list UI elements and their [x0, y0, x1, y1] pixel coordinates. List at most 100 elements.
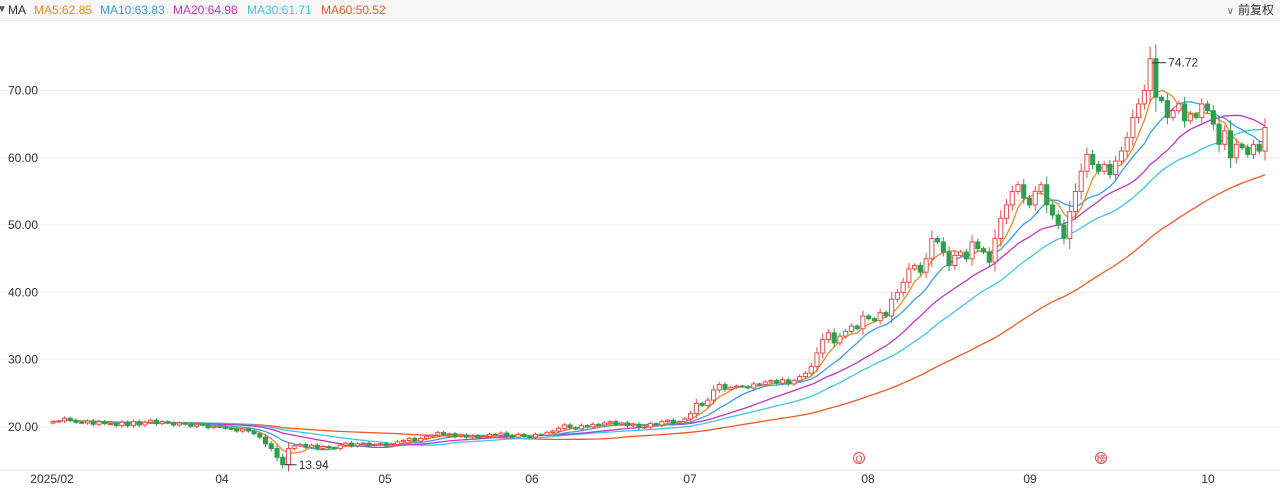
candle-body — [1107, 164, 1113, 176]
candle-body — [785, 379, 791, 385]
candle-body — [940, 241, 946, 253]
candle-body — [1245, 147, 1251, 155]
ma-indicator-label[interactable]: MA — [8, 3, 26, 17]
candle-body — [481, 435, 487, 439]
candle-body — [441, 431, 447, 435]
event-marker-q[interactable]: Q — [853, 452, 865, 464]
candle-body — [521, 433, 527, 437]
candle-body — [182, 422, 188, 425]
candle-body — [889, 298, 895, 317]
candle-body — [458, 434, 464, 437]
candle-body — [601, 422, 607, 426]
candle-body — [670, 419, 676, 424]
candle-body — [854, 325, 860, 330]
candle-body — [1141, 90, 1147, 105]
candle-body — [406, 437, 412, 441]
candlestick-chart[interactable]: 20.00 30.00 40.00 50.00 60.00 70.00 2025/02 04 0… — [0, 20, 1280, 493]
candle-body — [1067, 211, 1073, 240]
collapse-caret-icon[interactable]: ▼ — [0, 4, 7, 15]
candle-body — [969, 241, 975, 260]
candle-body — [883, 312, 889, 317]
candle-body — [532, 433, 539, 438]
candle-body — [975, 241, 981, 250]
x-tick-label: 04 — [215, 472, 229, 486]
candle-body — [469, 435, 475, 438]
candle-body — [733, 385, 740, 388]
x-tick-label: 09 — [1023, 472, 1037, 486]
candle-body — [354, 443, 361, 447]
candle-body — [245, 428, 251, 432]
x-tick-label: 06 — [525, 472, 539, 486]
ma5-line — [52, 89, 1266, 454]
candle-body — [630, 423, 636, 427]
candle-body — [297, 443, 303, 447]
candle-body — [636, 423, 642, 429]
y-tick-label: 50.00 — [8, 218, 38, 232]
candle-body — [1078, 170, 1084, 192]
candle-body — [1216, 123, 1222, 145]
x-tick-label: 07 — [683, 472, 697, 486]
candle-body — [642, 426, 648, 429]
candle-body — [825, 332, 832, 341]
price-adjust-dropdown[interactable]: ∨ 前复权 — [1227, 0, 1274, 22]
y-tick-label: 70.00 — [8, 84, 38, 98]
candle-body — [1090, 153, 1096, 166]
candle-body — [848, 325, 854, 332]
candle-body — [779, 379, 786, 384]
candle-body — [389, 443, 395, 447]
chevron-down-icon: ∨ — [1226, 6, 1234, 17]
candle-body — [894, 291, 900, 300]
candle-body — [802, 372, 809, 378]
candle-body — [917, 264, 923, 273]
candle-body — [423, 435, 429, 439]
ma60-line — [52, 174, 1266, 441]
candle-body — [716, 384, 722, 391]
y-tick-label: 40.00 — [8, 285, 38, 299]
candle-body — [756, 383, 763, 386]
candle-body — [808, 365, 814, 374]
candle-body — [125, 421, 131, 427]
candle-body — [1072, 190, 1079, 213]
candle-body — [739, 385, 745, 388]
candle-body — [1055, 214, 1061, 226]
candle-body — [130, 421, 136, 427]
candle-body — [418, 437, 424, 442]
candle-body — [619, 422, 625, 425]
candle-body — [877, 312, 883, 322]
ma10-line — [52, 101, 1266, 451]
candle-body — [372, 443, 378, 446]
candle-body — [274, 448, 280, 458]
candle-body — [1182, 103, 1188, 122]
candle-body — [383, 443, 389, 447]
candle-body — [1227, 130, 1234, 159]
y-tick-label: 30.00 — [8, 353, 38, 367]
candle-body — [148, 419, 154, 423]
candle-body — [400, 439, 406, 443]
candle-body — [711, 389, 717, 401]
candle-body — [1170, 110, 1176, 118]
candle-body — [320, 446, 326, 450]
candle-body — [1136, 103, 1142, 118]
candle-body — [1239, 143, 1245, 149]
candle-body — [262, 436, 269, 445]
candle-body — [527, 435, 533, 438]
candle-body — [349, 442, 355, 447]
candle-body — [613, 421, 619, 425]
candle-body — [751, 383, 757, 389]
candle-body — [61, 417, 68, 422]
ma60-value: MA60:50.52 — [321, 3, 386, 17]
candle-body — [1084, 153, 1090, 172]
event-marker-bang[interactable]: 榜 — [1095, 452, 1107, 464]
candle-body — [584, 425, 590, 428]
candle-body — [1118, 150, 1124, 162]
candle-body — [171, 422, 177, 426]
ma20-line — [52, 114, 1266, 449]
candle-body — [211, 425, 217, 429]
candle-body — [1210, 110, 1216, 125]
candle-body — [831, 332, 837, 344]
candle-body — [1204, 103, 1211, 112]
high-price-label: 74.72 — [1168, 56, 1198, 70]
candle-body — [176, 422, 182, 426]
candle-body — [774, 380, 780, 384]
candle-body — [492, 433, 498, 436]
